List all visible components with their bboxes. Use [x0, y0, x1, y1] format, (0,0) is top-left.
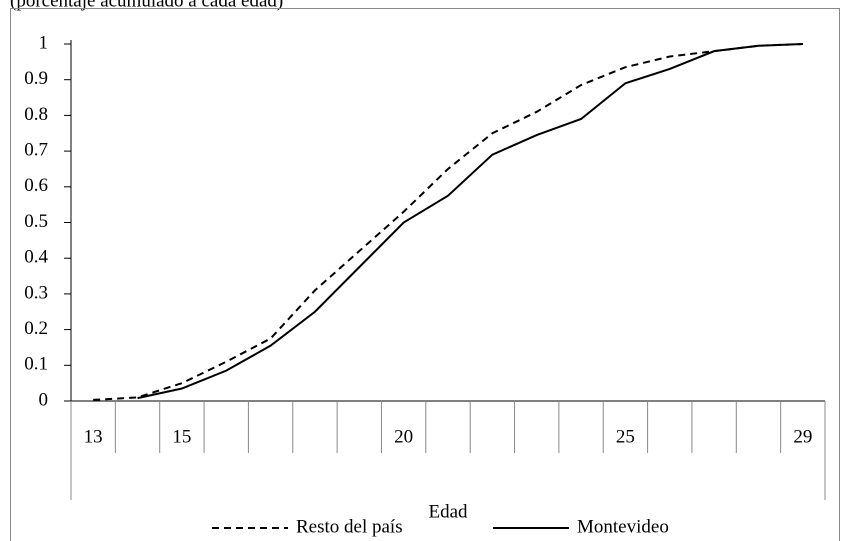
- x-tick-label: 20: [394, 426, 413, 447]
- y-tick-label: 0.7: [24, 139, 48, 160]
- y-tick-label: 0.6: [24, 175, 48, 196]
- y-tick-label: 0.4: [24, 247, 48, 268]
- x-axis-label: Edad: [428, 501, 468, 522]
- x-tick-label: 15: [172, 426, 191, 447]
- y-tick-label: 0.2: [24, 318, 48, 339]
- y-tick-label: 0.3: [24, 282, 48, 303]
- chart-frame: [10, 8, 840, 541]
- y-tick-label: 0.1: [24, 354, 48, 375]
- legend-label: Resto del país: [296, 516, 403, 537]
- y-tick-label: 0.5: [24, 211, 48, 232]
- legend-label: Montevideo: [577, 516, 669, 537]
- line-series: [137, 43, 803, 400]
- y-tick-label: 0.9: [24, 68, 48, 89]
- x-tick-label: 25: [616, 426, 635, 447]
- x-tick-label: 29: [793, 426, 812, 447]
- y-tick-label: 1: [39, 32, 49, 53]
- y-tick-label: 0: [39, 389, 49, 410]
- line-series: [93, 43, 803, 401]
- x-tick-label: 13: [84, 426, 103, 447]
- y-tick-label: 0.8: [24, 104, 48, 125]
- chart-subtitle: (porcentaje acumulado a cada edad): [10, 0, 283, 11]
